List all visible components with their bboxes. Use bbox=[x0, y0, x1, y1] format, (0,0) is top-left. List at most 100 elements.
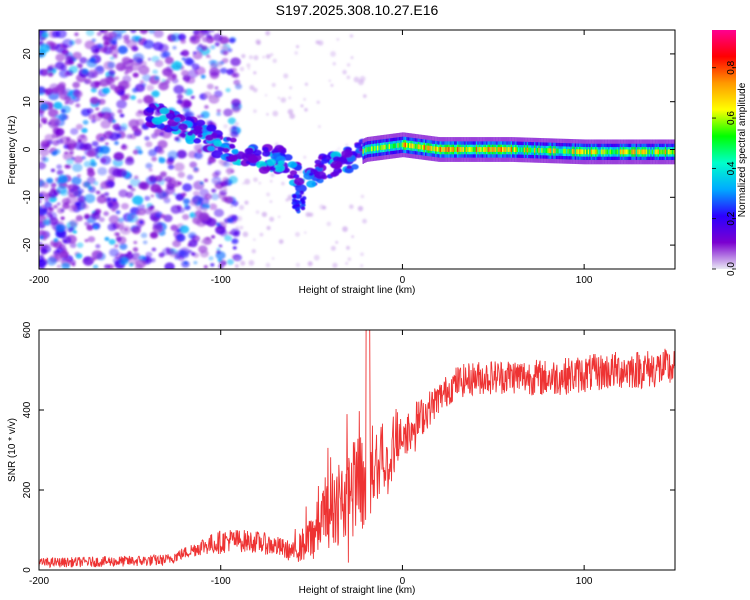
spectrogram-cell bbox=[419, 144, 421, 150]
spectrogram-cell bbox=[92, 264, 99, 269]
spectrogram-cell bbox=[486, 147, 488, 152]
spectrogram-cell bbox=[403, 142, 405, 148]
spectrogram-cell bbox=[215, 251, 226, 260]
spectrogram-cell bbox=[246, 63, 251, 68]
spectrogram-cell bbox=[114, 125, 122, 132]
spectrogram-cell bbox=[643, 149, 645, 155]
spectrogram-cell bbox=[283, 154, 293, 161]
spectrogram-cell bbox=[55, 53, 65, 62]
spectrogram-cell bbox=[220, 143, 226, 148]
spectrogram-cell bbox=[39, 40, 42, 45]
spectrogram-cell bbox=[230, 214, 239, 221]
spectrogram-cell bbox=[417, 144, 420, 150]
spectrogram-cell bbox=[287, 108, 294, 115]
spectrogram-cell bbox=[293, 174, 300, 179]
spectrogram-cell bbox=[142, 240, 148, 245]
spectrogram-cell bbox=[660, 149, 663, 155]
snr-x-tick-label: -200 bbox=[29, 576, 49, 587]
spectrogram-cell bbox=[84, 213, 91, 219]
spectrogram-cell bbox=[53, 204, 58, 209]
snr-series-line bbox=[39, 330, 675, 569]
spectrogram-cell bbox=[666, 149, 668, 155]
spectrogram-cell bbox=[71, 263, 76, 267]
spectrogram-cell bbox=[472, 147, 475, 152]
spectrogram-cell bbox=[423, 145, 426, 150]
spectrogram-cell bbox=[131, 214, 136, 219]
spectrogram-cell bbox=[488, 147, 491, 152]
spectrogram-cell bbox=[96, 195, 107, 204]
spectrogram-cell bbox=[192, 51, 197, 55]
spectrogram-cell bbox=[615, 149, 617, 155]
spectrogram-cell bbox=[137, 181, 147, 190]
spectrogram-cell bbox=[157, 148, 165, 155]
spectrogram-cell bbox=[228, 37, 236, 44]
spectrogram-cell bbox=[541, 148, 543, 153]
spectrogram-cell bbox=[667, 149, 670, 155]
spectrogram-cell bbox=[194, 167, 199, 171]
spectrogram-cell bbox=[231, 238, 239, 245]
spectrogram-y-tick-label: -10 bbox=[22, 190, 33, 205]
spectrogram-cell bbox=[56, 164, 63, 170]
spectrogram-cell bbox=[130, 95, 136, 100]
spectrogram-cell bbox=[164, 56, 174, 65]
spectrogram-cell bbox=[205, 124, 217, 132]
spectrogram-cell bbox=[491, 147, 494, 152]
spectrogram-cell bbox=[248, 260, 255, 266]
spectrogram-cell bbox=[362, 218, 367, 224]
spectrogram-cell bbox=[477, 147, 479, 152]
spectrogram-cell bbox=[112, 119, 116, 123]
spectrogram-cell bbox=[236, 215, 243, 222]
spectrogram-cell bbox=[265, 262, 271, 268]
spectrogram-cell bbox=[191, 63, 200, 70]
spectrogram-cell bbox=[240, 260, 246, 266]
spectrogram-cell bbox=[46, 211, 52, 216]
spectrogram-cell bbox=[209, 67, 220, 77]
spectrogram-cell bbox=[262, 55, 266, 59]
spectrogram-cell bbox=[230, 204, 233, 208]
spectrogram-cell bbox=[132, 46, 139, 52]
spectrogram-cell bbox=[201, 45, 208, 51]
snr-x-tick-label: -100 bbox=[211, 576, 231, 587]
spectrogram-cell bbox=[139, 80, 144, 84]
spectrogram-cell bbox=[269, 53, 274, 57]
spectrogram-cell bbox=[168, 250, 177, 258]
spectrogram-cell bbox=[271, 82, 276, 88]
spectrogram-cell bbox=[195, 119, 206, 127]
spectrogram-cell bbox=[459, 147, 462, 152]
spectrogram-cell bbox=[624, 149, 626, 155]
spectrogram-cell bbox=[244, 200, 249, 205]
spectrogram-cell bbox=[39, 241, 43, 246]
spectrogram-cell bbox=[354, 143, 362, 149]
spectrogram-cell bbox=[560, 148, 562, 154]
spectrogram-cell bbox=[182, 75, 191, 82]
spectrogram-cell bbox=[204, 250, 209, 256]
spectrogram-cell bbox=[137, 149, 143, 155]
spectrogram-cell bbox=[510, 147, 513, 152]
spectrogram-cell bbox=[241, 53, 246, 59]
spectrogram-cell bbox=[516, 147, 519, 153]
spectrogram-cell bbox=[85, 30, 95, 37]
spectrogram-cell bbox=[244, 148, 254, 155]
colorbar-tick-label: 0.6 bbox=[726, 111, 737, 125]
spectrogram-cell bbox=[296, 45, 300, 49]
spectrogram-cell bbox=[659, 149, 661, 155]
spectrogram-cell bbox=[126, 133, 133, 139]
spectrogram-cell bbox=[545, 148, 548, 154]
spectrogram-cell bbox=[269, 179, 273, 183]
spectrogram-cell bbox=[557, 148, 559, 154]
spectrogram-cell bbox=[142, 73, 152, 82]
spectrogram-cell bbox=[213, 33, 223, 42]
spectrogram-cell bbox=[247, 155, 259, 164]
spectrogram-cell bbox=[401, 142, 404, 148]
spectrogram-cell bbox=[68, 65, 79, 74]
spectrogram-cell bbox=[190, 252, 196, 256]
spectrogram-cell bbox=[39, 103, 49, 111]
spectrogram-cell bbox=[539, 148, 542, 153]
spectrogram-cell bbox=[184, 111, 192, 118]
spectrogram-cell bbox=[174, 136, 180, 142]
spectrogram-cell bbox=[221, 57, 229, 64]
spectrogram-cell bbox=[81, 181, 91, 188]
spectrogram-cell bbox=[590, 149, 593, 155]
spectrogram-cell bbox=[304, 107, 308, 112]
spectrogram-cell bbox=[46, 177, 54, 184]
